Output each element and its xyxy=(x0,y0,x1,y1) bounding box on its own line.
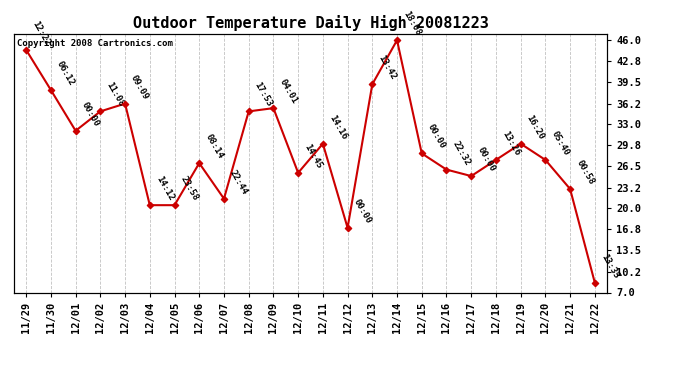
Point xyxy=(564,186,575,192)
Text: 00:00: 00:00 xyxy=(352,197,373,225)
Point xyxy=(70,128,81,134)
Point xyxy=(589,280,600,286)
Point xyxy=(491,157,502,163)
Point xyxy=(367,81,378,87)
Text: 13:35: 13:35 xyxy=(599,252,620,280)
Text: 00:58: 00:58 xyxy=(574,159,595,186)
Text: 06:12: 06:12 xyxy=(55,60,77,87)
Point xyxy=(441,166,452,172)
Text: 13:26: 13:26 xyxy=(500,129,522,157)
Text: 14:16: 14:16 xyxy=(327,113,348,141)
Text: 22:44: 22:44 xyxy=(228,168,249,196)
Point xyxy=(317,141,328,147)
Point xyxy=(416,150,427,156)
Point xyxy=(95,108,106,114)
Text: 09:09: 09:09 xyxy=(129,73,150,101)
Point xyxy=(243,108,254,114)
Text: 23:58: 23:58 xyxy=(179,175,200,202)
Title: Outdoor Temperature Daily High 20081223: Outdoor Temperature Daily High 20081223 xyxy=(132,15,489,31)
Point xyxy=(169,202,180,208)
Point xyxy=(119,100,130,106)
Text: 00:00: 00:00 xyxy=(80,100,101,128)
Text: 14:12: 14:12 xyxy=(154,175,175,202)
Point xyxy=(540,157,551,163)
Point xyxy=(466,173,477,179)
Text: 08:14: 08:14 xyxy=(204,133,225,160)
Text: 14:45: 14:45 xyxy=(302,142,324,170)
Text: 22:32: 22:32 xyxy=(451,139,472,167)
Text: 00:00: 00:00 xyxy=(426,123,447,151)
Point xyxy=(342,225,353,231)
Point xyxy=(21,47,32,53)
Text: 16:20: 16:20 xyxy=(525,113,546,141)
Text: Copyright 2008 Cartronics.com: Copyright 2008 Cartronics.com xyxy=(17,39,172,48)
Point xyxy=(515,141,526,147)
Point xyxy=(391,37,402,43)
Text: 00:00: 00:00 xyxy=(475,146,497,173)
Point xyxy=(268,105,279,111)
Text: 17:53: 17:53 xyxy=(253,81,274,109)
Point xyxy=(144,202,155,208)
Text: 05:40: 05:40 xyxy=(549,129,571,157)
Point xyxy=(293,170,304,176)
Text: 12:22: 12:22 xyxy=(30,20,52,47)
Point xyxy=(194,160,205,166)
Text: 18:08: 18:08 xyxy=(401,10,422,38)
Point xyxy=(46,87,57,93)
Text: 11:08: 11:08 xyxy=(104,81,126,109)
Text: 04:01: 04:01 xyxy=(277,78,299,105)
Point xyxy=(219,196,230,202)
Text: 13:42: 13:42 xyxy=(377,54,397,81)
